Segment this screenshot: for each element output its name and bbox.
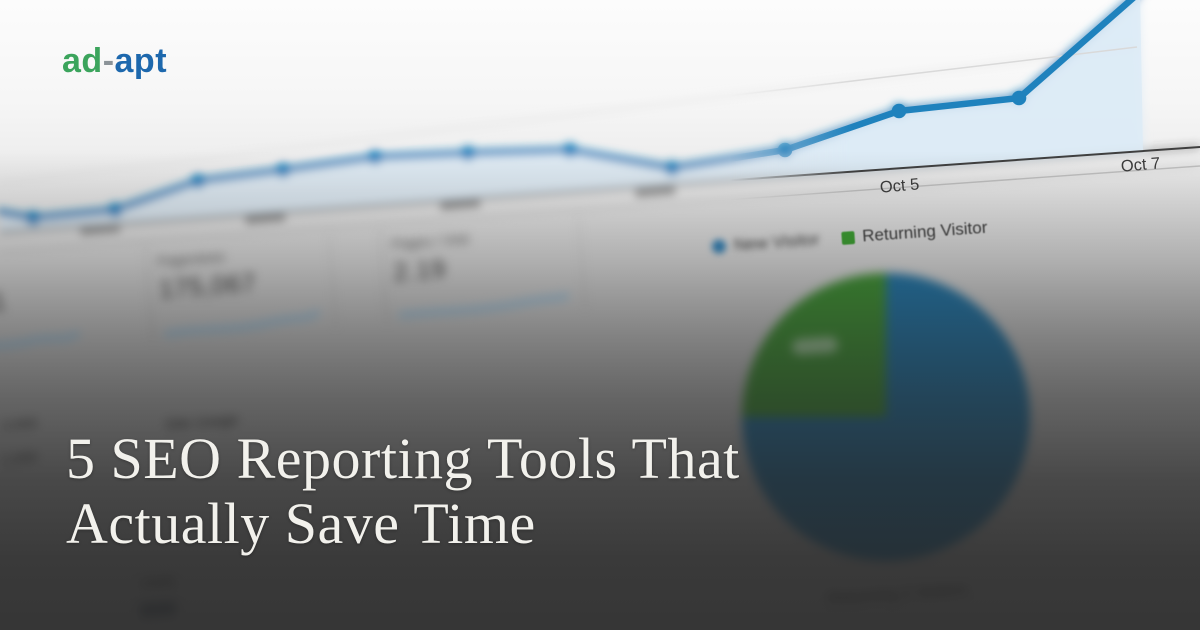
page-title: 5 SEO Reporting Tools That Actually Save…	[66, 426, 740, 556]
adapt-logo: ad-apt	[62, 42, 167, 81]
logo-part-apt: apt	[114, 42, 168, 80]
logo-part-dash: -	[102, 42, 115, 80]
title-line-2: Actually Save Time	[66, 491, 536, 556]
logo-part-ad: ad	[62, 42, 103, 80]
title-line-1: 5 SEO Reporting Tools That	[66, 426, 740, 491]
